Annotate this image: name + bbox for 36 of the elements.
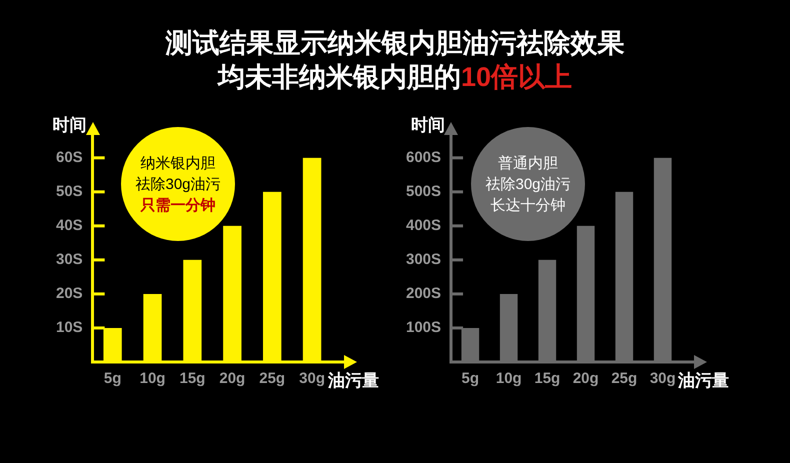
x-tick-label: 25g bbox=[611, 370, 638, 388]
x-tick-label: 20g bbox=[219, 370, 246, 388]
annotation: 祛除30g油污 bbox=[134, 175, 222, 195]
y-tick-label: 200S bbox=[406, 285, 442, 302]
y-tick-label: 40S bbox=[56, 217, 83, 234]
annotation: 纳米银内胆 bbox=[140, 154, 216, 174]
y-tick-label: 600S bbox=[406, 148, 442, 166]
x-tick-label: 15g bbox=[534, 370, 560, 388]
x-tick-label: 5g bbox=[104, 370, 122, 388]
x-tick-label: 5g bbox=[462, 370, 480, 388]
y-axis-title: 时间 bbox=[52, 116, 87, 135]
y-tick-label: 300S bbox=[406, 251, 442, 268]
y-tick-label: 100S bbox=[406, 319, 442, 336]
y-axis-title: 时间 bbox=[411, 116, 446, 135]
x-tick-label: 10g bbox=[496, 370, 522, 388]
x-axis-title: 油污量 bbox=[327, 371, 379, 390]
text: 均未非纳米银内胆的10倍以上 bbox=[218, 62, 572, 92]
x-axis-title: 油污量 bbox=[677, 371, 729, 390]
y-tick-label: 400S bbox=[406, 217, 442, 234]
y-tick-label: 10S bbox=[56, 319, 83, 336]
annotation: 祛除30g油污 bbox=[484, 175, 572, 195]
y-tick-label: 50S bbox=[56, 182, 83, 200]
y-tick-label: 30S bbox=[56, 251, 83, 268]
x-tick-label: 10g bbox=[140, 370, 166, 388]
annotation: 普通内胆 bbox=[497, 154, 559, 174]
text: 测试结果显示纳米银内胆油污祛除效果 bbox=[164, 27, 626, 60]
y-tick-label: 500S bbox=[406, 182, 442, 200]
x-tick-label: 30g bbox=[299, 370, 325, 388]
x-tick-label: 25g bbox=[259, 370, 286, 388]
x-tick-label: 20g bbox=[572, 370, 599, 388]
x-tick-label: 15g bbox=[179, 370, 206, 388]
annotation: 长达十分钟 bbox=[490, 196, 566, 216]
y-tick-label: 60S bbox=[56, 148, 83, 166]
annotation: 只需一分钟 bbox=[139, 196, 216, 216]
x-tick-label: 30g bbox=[650, 370, 676, 388]
y-tick-label: 20S bbox=[56, 285, 83, 302]
